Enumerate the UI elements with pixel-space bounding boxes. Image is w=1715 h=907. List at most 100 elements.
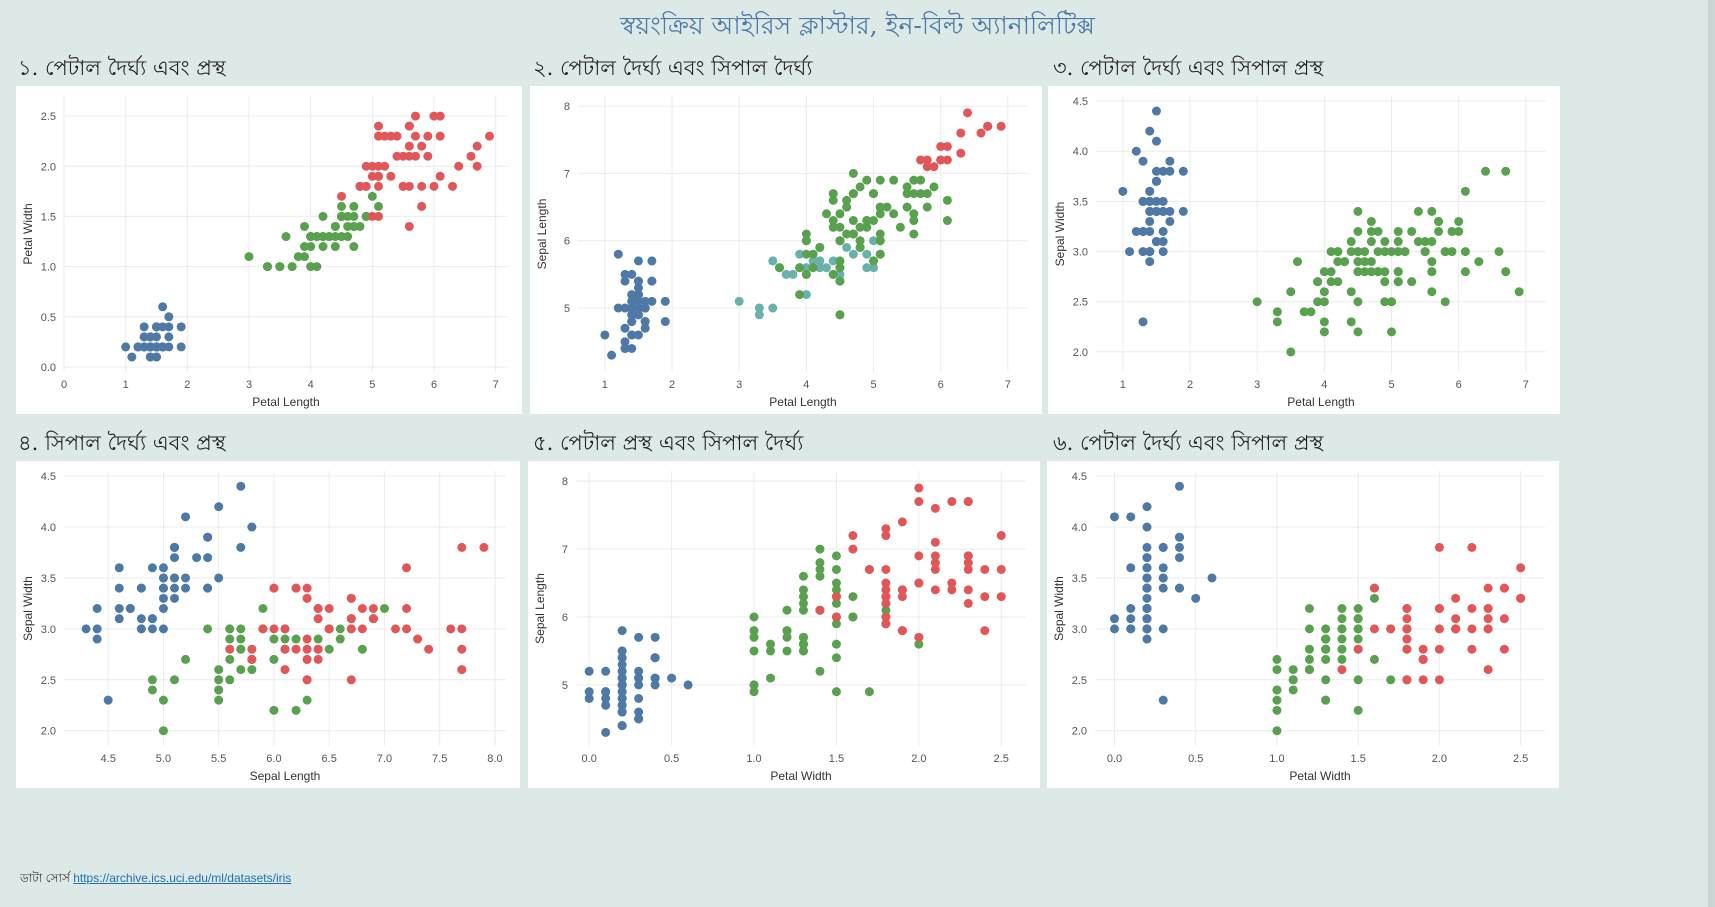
data-point[interactable]	[404, 151, 414, 161]
data-point[interactable]	[831, 619, 841, 629]
data-point[interactable]	[956, 128, 966, 138]
data-point[interactable]	[1337, 604, 1347, 613]
data-point[interactable]	[835, 310, 845, 320]
data-point[interactable]	[1272, 685, 1282, 695]
data-point[interactable]	[1126, 604, 1136, 613]
data-point[interactable]	[1474, 257, 1484, 267]
data-point[interactable]	[1460, 186, 1470, 196]
data-point[interactable]	[1451, 593, 1461, 603]
data-point[interactable]	[181, 512, 191, 522]
data-point[interactable]	[795, 263, 805, 273]
data-point[interactable]	[909, 189, 919, 199]
data-point[interactable]	[312, 232, 322, 242]
data-point[interactable]	[374, 121, 383, 131]
data-point[interactable]	[318, 232, 328, 242]
data-point[interactable]	[782, 646, 792, 656]
data-point[interactable]	[831, 585, 841, 595]
data-point[interactable]	[269, 583, 279, 593]
data-point[interactable]	[1178, 206, 1188, 216]
data-point[interactable]	[956, 148, 966, 158]
data-point[interactable]	[936, 155, 946, 165]
data-point[interactable]	[617, 653, 627, 663]
data-point[interactable]	[402, 624, 412, 634]
data-point[interactable]	[1440, 247, 1450, 257]
data-point[interactable]	[1353, 226, 1363, 236]
data-point[interactable]	[176, 342, 186, 352]
data-point[interactable]	[145, 332, 155, 342]
data-point[interactable]	[831, 564, 841, 574]
data-point[interactable]	[1174, 553, 1184, 563]
data-point[interactable]	[822, 263, 832, 273]
data-point[interactable]	[1467, 624, 1477, 634]
data-point[interactable]	[808, 263, 818, 273]
data-point[interactable]	[1126, 512, 1136, 522]
data-point[interactable]	[634, 693, 644, 703]
data-point[interactable]	[429, 111, 439, 121]
data-point[interactable]	[620, 276, 630, 286]
data-point[interactable]	[1288, 665, 1298, 675]
data-point[interactable]	[617, 707, 627, 717]
data-point[interactable]	[831, 578, 841, 588]
data-point[interactable]	[617, 660, 627, 670]
data-point[interactable]	[831, 592, 841, 602]
data-point[interactable]	[749, 687, 759, 697]
data-point[interactable]	[404, 221, 414, 231]
data-point[interactable]	[280, 665, 290, 675]
data-point[interactable]	[1151, 136, 1161, 146]
data-point[interactable]	[831, 598, 841, 608]
data-point[interactable]	[1380, 237, 1390, 247]
data-point[interactable]	[640, 303, 650, 313]
data-point[interactable]	[1420, 247, 1430, 257]
data-point[interactable]	[1142, 522, 1152, 532]
data-point[interactable]	[158, 342, 168, 352]
data-point[interactable]	[291, 705, 301, 715]
data-point[interactable]	[152, 332, 161, 342]
data-point[interactable]	[1393, 237, 1403, 247]
data-point[interactable]	[337, 232, 346, 242]
data-point[interactable]	[620, 343, 630, 353]
data-point[interactable]	[855, 236, 865, 246]
data-point[interactable]	[121, 342, 131, 352]
data-point[interactable]	[1158, 206, 1168, 216]
data-point[interactable]	[916, 175, 926, 185]
data-point[interactable]	[313, 614, 323, 624]
data-point[interactable]	[640, 296, 650, 306]
data-point[interactable]	[1151, 176, 1161, 186]
data-point[interactable]	[881, 598, 891, 608]
data-point[interactable]	[114, 604, 124, 613]
data-point[interactable]	[214, 695, 224, 705]
data-point[interactable]	[1142, 502, 1152, 512]
data-point[interactable]	[1434, 624, 1444, 634]
data-point[interactable]	[114, 563, 124, 573]
data-point[interactable]	[114, 614, 124, 624]
data-point[interactable]	[236, 542, 246, 552]
data-point[interactable]	[848, 612, 858, 622]
data-point[interactable]	[627, 269, 637, 279]
data-point[interactable]	[1427, 267, 1437, 277]
data-source-link[interactable]: https://archive.ics.uci.edu/ml/datasets/…	[73, 871, 292, 885]
data-point[interactable]	[633, 303, 643, 313]
data-point[interactable]	[247, 522, 257, 532]
data-point[interactable]	[392, 151, 402, 161]
data-point[interactable]	[1483, 583, 1493, 593]
data-point[interactable]	[306, 232, 316, 242]
data-point[interactable]	[848, 189, 858, 199]
data-point[interactable]	[855, 222, 865, 232]
data-point[interactable]	[1142, 593, 1152, 603]
data-point[interactable]	[875, 236, 885, 246]
data-point[interactable]	[801, 236, 811, 246]
data-point[interactable]	[446, 624, 456, 634]
data-point[interactable]	[1174, 481, 1184, 491]
data-point[interactable]	[835, 256, 845, 266]
data-point[interactable]	[1393, 226, 1403, 236]
data-point[interactable]	[963, 564, 973, 574]
data-point[interactable]	[1434, 216, 1444, 226]
data-point[interactable]	[1467, 542, 1477, 552]
data-point[interactable]	[627, 310, 637, 320]
data-point[interactable]	[1387, 327, 1397, 337]
data-point[interactable]	[1393, 277, 1403, 287]
data-point[interactable]	[1158, 247, 1168, 257]
data-point[interactable]	[1145, 196, 1155, 206]
data-point[interactable]	[1304, 644, 1314, 654]
data-point[interactable]	[831, 653, 841, 663]
